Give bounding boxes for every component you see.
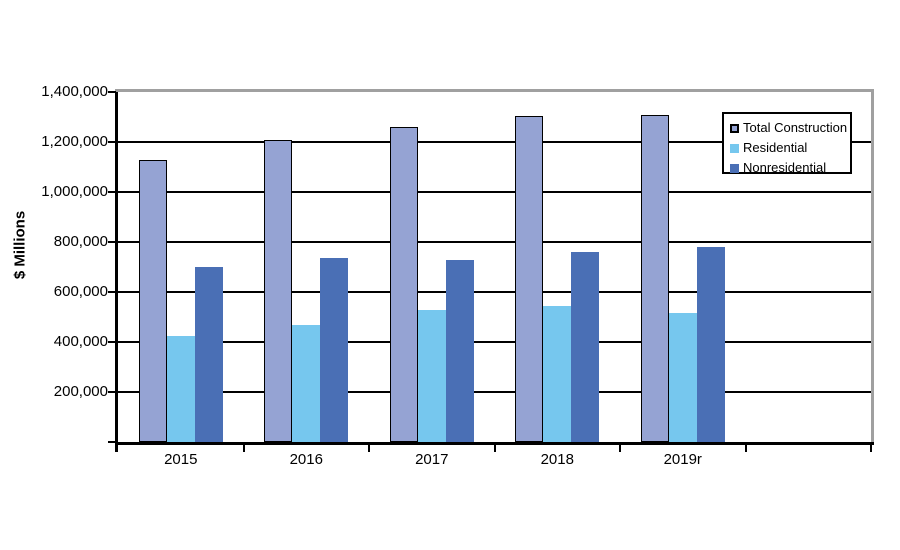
x-axis-line [115,442,874,445]
y-axis-tick-label: 1,000,000 [41,183,108,200]
legend: Total Construction Residential Nonresident… [722,112,852,175]
x-axis-category-label: 2019r [663,451,702,468]
gridline [118,291,871,293]
legend-swatch-total-construction [730,123,739,133]
bar-total-construction-2019r [640,114,669,442]
x-axis-tick [242,445,245,452]
legend-item: Total Construction [730,118,850,138]
gridline [118,341,871,343]
y-axis-tick-label: 600,000 [53,283,108,300]
y-axis-tick-label: 1,200,000 [41,133,108,150]
x-axis-tick [493,445,496,452]
bar-nonresidential-2017 [445,259,474,442]
y-axis-tick [108,391,116,393]
y-axis-tick-label: 400,000 [53,333,108,350]
bar-nonresidential-2016 [320,258,348,442]
y-axis-tick [108,241,116,243]
y-axis-tick-label: 200,000 [53,383,108,400]
bar-nonresidential-2019r [696,247,725,442]
gridline [118,241,871,243]
bar-total-construction-2018 [515,115,543,442]
bar-residential-2017 [417,309,446,442]
bar-nonresidential-2018 [571,252,599,442]
legend-label: Total Construction [743,120,848,135]
bar-residential-2016 [292,324,320,442]
bar-total-construction-2015 [138,159,167,442]
legend-swatch-residential [730,143,739,153]
x-axis-category-label: 2018 [540,451,574,468]
y-axis-tick [108,341,116,343]
y-axis-tick [108,141,116,143]
x-axis-tick [619,445,621,452]
gridline [118,191,871,193]
gridline [118,141,871,143]
bar-total-construction-2016 [264,139,292,442]
legend-item: Nonresidential [730,158,850,178]
bar-residential-2019r [668,313,697,442]
legend-swatch-nonresidential [730,163,739,173]
y-axis-tick-label: 1,400,000 [41,83,108,100]
x-axis-tick [870,445,872,452]
bar-total-construction-2017 [389,127,418,442]
gridline [118,391,871,393]
x-axis-category-label: 2017 [415,451,449,468]
legend-label: Nonresidential [743,160,827,175]
y-axis-line [115,92,118,452]
x-axis-tick [744,445,747,452]
x-axis-category-label: 2015 [164,451,198,468]
legend-item: Residential [730,138,850,158]
bar-nonresidential-2015 [194,267,223,442]
x-axis-tick [368,445,370,452]
y-axis-tick [108,191,116,193]
plot-border-top [115,89,874,92]
y-axis-tick [108,441,116,443]
bar-residential-2015 [166,335,195,442]
plot-border-right [871,89,874,445]
legend-label: Residential [743,140,808,155]
bar-residential-2018 [543,305,571,442]
x-axis-category-label: 2016 [289,451,323,468]
y-axis-tick-label: 800,000 [53,233,108,250]
y-axis-tick [108,91,116,93]
y-axis-tick [108,291,116,293]
